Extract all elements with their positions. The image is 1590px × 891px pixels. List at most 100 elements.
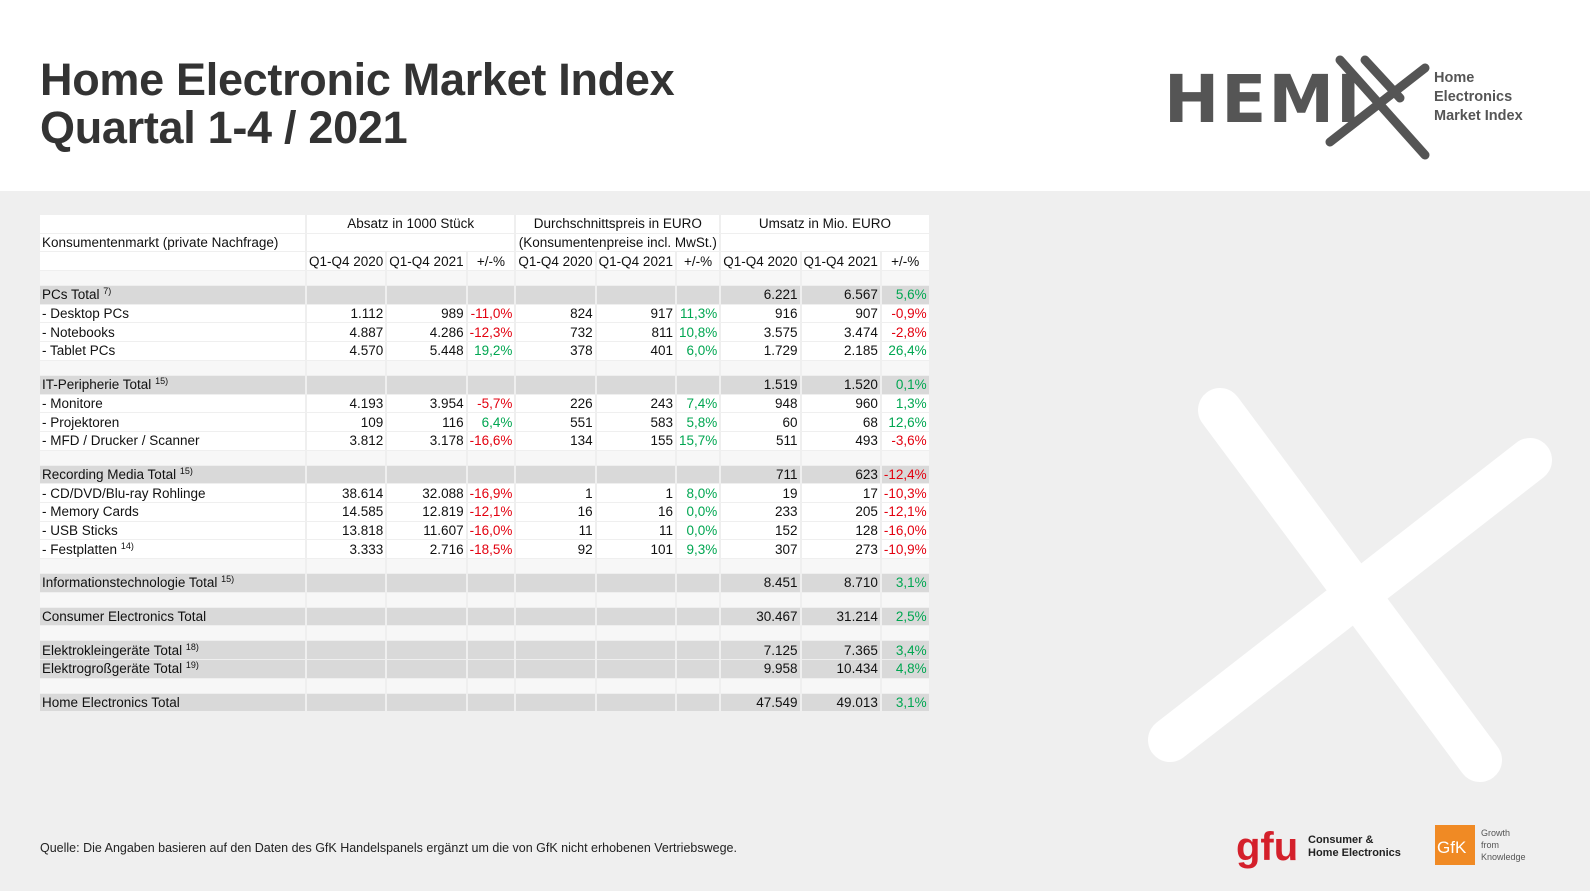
cell: 3.575: [721, 323, 800, 342]
row-label-text: - CD/DVD/Blu-ray Rohlinge: [42, 485, 206, 501]
cell: [387, 660, 466, 678]
logo-tagline: Home: [1434, 70, 1474, 86]
cell: 989: [387, 304, 466, 323]
cell: [676, 286, 720, 304]
cell: 583: [596, 413, 675, 431]
footnote-ref: 15): [155, 376, 169, 387]
cell: [801, 450, 880, 465]
cell: [516, 641, 595, 660]
cell: 5,6%: [881, 286, 929, 304]
cell: [516, 678, 595, 693]
cell: [596, 559, 675, 573]
cell: 8,0%: [676, 484, 720, 502]
cell: 3,4%: [881, 641, 929, 660]
cell: [387, 375, 466, 394]
footnote-ref: 14): [120, 540, 134, 551]
cell: -16,0%: [881, 521, 929, 540]
cell: -18,5%: [467, 540, 515, 558]
cell: 1.112: [307, 304, 386, 323]
cell: 15,7%: [676, 431, 720, 450]
cell: 3,1%: [881, 574, 929, 592]
row-label: - Tablet PCs: [40, 342, 305, 360]
row-label: - Desktop PCs: [40, 304, 305, 323]
row: - Memory Cards 14.585 12.819 -12,1% 16 16 0,0%…: [40, 502, 929, 521]
cell: [676, 271, 720, 286]
column-header: Q1-Q4 2021: [387, 252, 466, 271]
cell: [467, 375, 515, 394]
cell: 109: [307, 413, 386, 431]
cell: [721, 271, 800, 286]
cell: [387, 360, 466, 375]
cell: [676, 693, 720, 712]
cell: [676, 641, 720, 660]
logo-word: HEMI: [1164, 61, 1363, 138]
cell: [801, 271, 880, 286]
cell: 1.729: [721, 342, 800, 360]
cell: [881, 450, 929, 465]
cell: 4.887: [307, 323, 386, 342]
cell: [467, 559, 515, 573]
cell: 116: [387, 413, 466, 431]
cell: 205: [801, 502, 880, 521]
cell: 5,8%: [676, 413, 720, 431]
cell: -16,6%: [467, 431, 515, 450]
row-label: - Memory Cards: [40, 502, 305, 521]
cell: 732: [516, 323, 595, 342]
cell: [387, 641, 466, 660]
footnote-ref: 15): [179, 465, 193, 476]
cell: 4,8%: [881, 660, 929, 678]
row-label-text: - Tablet PCs: [42, 343, 116, 359]
cell: -3,6%: [881, 431, 929, 450]
cell: [307, 465, 386, 484]
cell: 17: [801, 484, 880, 502]
cell: 1.520: [801, 375, 880, 394]
cell: 47.549: [721, 693, 800, 712]
cell: [307, 286, 386, 304]
cell: -16,9%: [467, 484, 515, 502]
cell: [676, 626, 720, 641]
total-row: Elektrokleingeräte Total 18) 7.125 7.365 3,…: [40, 641, 929, 660]
cell: [721, 626, 800, 641]
row: - CD/DVD/Blu-ray Rohlinge 38.614 32.088 -16…: [40, 484, 929, 502]
cell: 811: [596, 323, 675, 342]
row-label: - USB Sticks: [40, 521, 305, 540]
group-title: Durchschnittspreis in EURO: [516, 215, 720, 233]
gfk-tagline: from: [1481, 840, 1499, 850]
header-row: Absatz in 1000 Stück Durchschnittspreis i…: [40, 215, 929, 233]
row-label: Informationstechnologie Total 15): [40, 574, 305, 592]
cell: [596, 678, 675, 693]
cell: 1.519: [721, 375, 800, 394]
cell: [801, 678, 880, 693]
cell: 9,3%: [676, 540, 720, 558]
cell: 917: [596, 304, 675, 323]
total-row: Elektrogroßgeräte Total 19) 9.958 10.434 4,…: [40, 660, 929, 678]
cell: -12,3%: [467, 323, 515, 342]
cell: [307, 360, 386, 375]
gfk-box: [1435, 825, 1475, 865]
cell: [516, 626, 595, 641]
cell: 92: [516, 540, 595, 558]
cell: 7.125: [721, 641, 800, 660]
cell: [516, 450, 595, 465]
footnote-ref: 15): [221, 574, 235, 585]
cell: [40, 271, 305, 286]
source-note: Quelle: Die Angaben basieren auf den Dat…: [40, 841, 737, 855]
cell: 401: [596, 342, 675, 360]
row-label: - Projektoren: [40, 413, 305, 431]
cell: 824: [516, 304, 595, 323]
spacer-row: [40, 450, 929, 465]
row-label: IT-Peripherie Total 15): [40, 375, 305, 394]
row-label-text: - Monitore: [42, 395, 103, 411]
cell: [721, 559, 800, 573]
cell: 2,5%: [881, 607, 929, 626]
cell: [881, 626, 929, 641]
cell: 4.570: [307, 342, 386, 360]
cell: 19: [721, 484, 800, 502]
cell: 7,4%: [676, 394, 720, 413]
cell: [596, 465, 675, 484]
cell: [467, 660, 515, 678]
row-label-text: Recording Media Total: [42, 466, 177, 482]
cell: [596, 574, 675, 592]
cell: [387, 271, 466, 286]
